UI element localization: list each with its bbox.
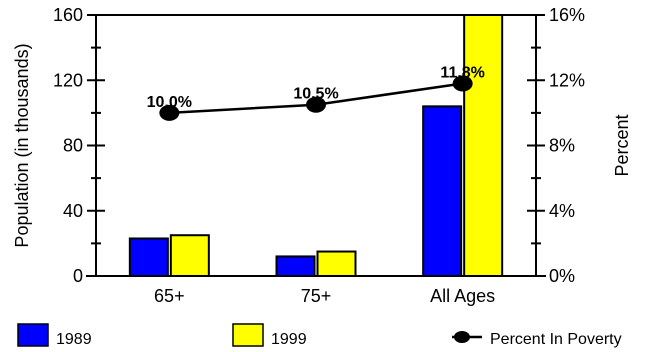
- poverty-data-label: 10.0%: [147, 94, 192, 111]
- right-tick-label: 12%: [549, 70, 585, 90]
- bar-series: [128, 14, 504, 277]
- right-axis-title: Percent: [612, 114, 632, 176]
- legend-label-1999: 1999: [271, 331, 307, 348]
- left-axis-ticks: 0 40 80 120 160: [53, 5, 105, 286]
- legend-item-percent-in-poverty: Percent In Poverty: [452, 331, 622, 348]
- poverty-point: [159, 104, 180, 121]
- left-axis-title: Population (in thousands): [12, 43, 32, 247]
- left-tick-label: 120: [53, 70, 83, 90]
- bar-1989-75-: [275, 255, 316, 277]
- left-tick-label: 80: [63, 136, 83, 156]
- legend-swatch-1989: [17, 323, 49, 347]
- axes: [86, 14, 546, 277]
- legend-item-1999: 1999: [232, 323, 307, 348]
- x-tick-label: 75+: [301, 286, 332, 306]
- bar-1999-65-: [169, 234, 210, 277]
- left-tick-label: 160: [53, 5, 83, 25]
- legend-label-percent-in-poverty: Percent In Poverty: [490, 331, 622, 348]
- right-tick-label: 4%: [549, 201, 575, 221]
- right-tick-label: 16%: [549, 5, 585, 25]
- bar-1999-all-ages: [463, 14, 504, 277]
- x-axis-labels: 65+ 75+ All Ages: [154, 286, 495, 306]
- legend-dot-marker: [454, 331, 470, 343]
- poverty-point: [306, 96, 326, 113]
- poverty-point: [452, 75, 473, 92]
- poverty-line-series: 10.0% 10.5% 11.8%: [147, 65, 485, 121]
- x-tick-label: All Ages: [430, 286, 495, 306]
- x-tick-label: 65+: [154, 286, 185, 306]
- bar-1989-65-: [128, 237, 169, 277]
- poverty-data-label: 11.8%: [440, 65, 484, 82]
- left-tick-label: 0: [73, 266, 83, 286]
- poverty-data-label: 10.5%: [293, 86, 338, 103]
- legend-item-1989: 1989: [17, 323, 92, 348]
- left-tick-label: 40: [63, 201, 83, 221]
- bar-1999-75-: [316, 250, 357, 277]
- legend-label-1989: 1989: [56, 331, 92, 348]
- legend: 1989 1999 Percent In Poverty: [17, 323, 622, 348]
- bar-1989-all-ages: [422, 105, 463, 277]
- legend-swatch-1999: [232, 323, 264, 347]
- right-tick-label: 8%: [549, 136, 575, 156]
- right-tick-label: 0%: [549, 266, 575, 286]
